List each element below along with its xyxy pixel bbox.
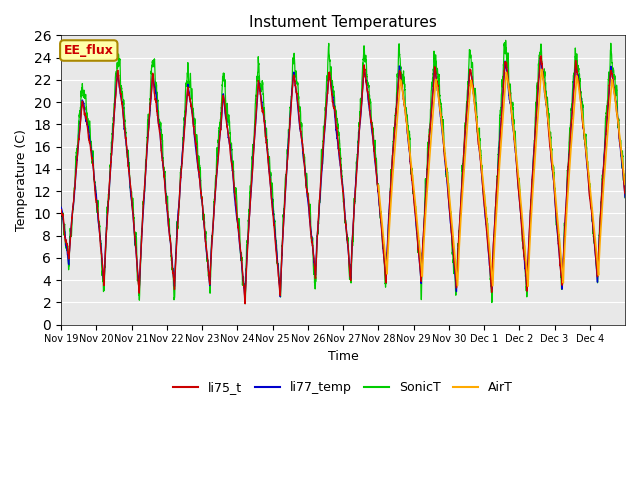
Title: Instument Temperatures: Instument Temperatures — [249, 15, 437, 30]
li77_temp — [537, 55, 545, 61]
AirT — [525, 250, 533, 255]
li75_t — [394, 81, 402, 87]
Line: AirT: AirT — [378, 70, 625, 286]
AirT — [540, 83, 548, 89]
SonicT — [394, 60, 402, 66]
X-axis label: Time: Time — [328, 350, 358, 363]
Line: li77_temp: li77_temp — [61, 58, 625, 300]
AirT — [498, 132, 506, 137]
li75_t — [540, 82, 548, 88]
Text: EE_flux: EE_flux — [64, 44, 114, 57]
li77_temp — [621, 194, 629, 200]
Legend: li75_t, li77_temp, SonicT, AirT: li75_t, li77_temp, SonicT, AirT — [168, 376, 518, 399]
li77_temp — [364, 97, 372, 103]
li77_temp — [540, 84, 548, 90]
li77_temp — [57, 204, 65, 210]
SonicT — [540, 67, 548, 73]
li75_t — [525, 225, 533, 230]
SonicT — [57, 212, 65, 218]
li77_temp — [174, 213, 182, 219]
SonicT — [241, 301, 249, 307]
SonicT — [502, 37, 509, 43]
AirT — [394, 105, 402, 110]
li75_t — [364, 91, 372, 96]
li77_temp — [498, 107, 506, 112]
li75_t — [498, 110, 506, 116]
SonicT — [621, 195, 629, 201]
SonicT — [498, 84, 506, 89]
li75_t — [537, 53, 545, 59]
li75_t — [174, 220, 182, 226]
AirT — [621, 181, 629, 187]
li77_temp — [241, 297, 249, 303]
Line: SonicT: SonicT — [61, 40, 625, 304]
Y-axis label: Temperature (C): Temperature (C) — [15, 129, 28, 231]
Line: li75_t: li75_t — [61, 56, 625, 304]
li77_temp — [394, 80, 402, 86]
li75_t — [241, 301, 249, 307]
SonicT — [364, 83, 372, 89]
li75_t — [621, 191, 629, 196]
li77_temp — [525, 227, 533, 233]
SonicT — [526, 231, 534, 237]
SonicT — [174, 222, 182, 228]
li75_t — [57, 208, 65, 214]
